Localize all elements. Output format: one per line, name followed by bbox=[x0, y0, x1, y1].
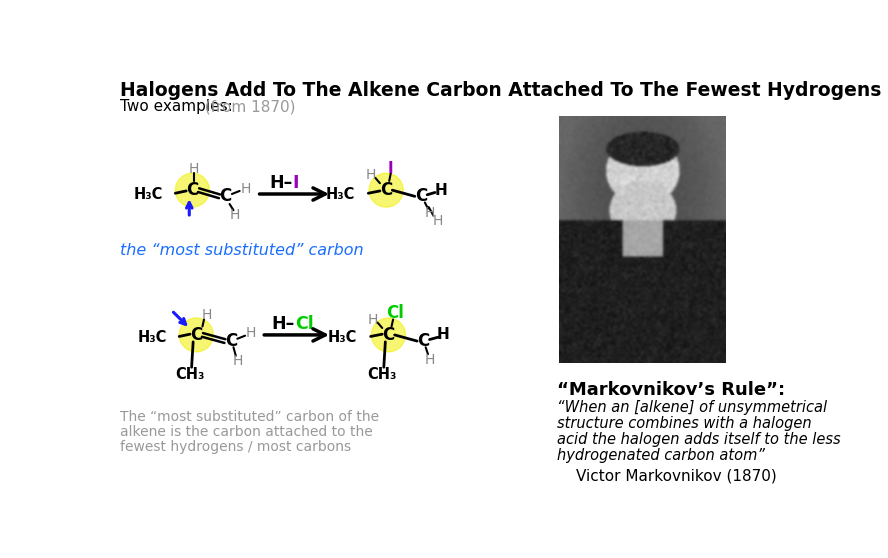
Text: hydrogenated carbon atom”: hydrogenated carbon atom” bbox=[558, 448, 765, 463]
Text: structure combines with a halogen: structure combines with a halogen bbox=[558, 416, 812, 431]
Text: H: H bbox=[202, 308, 212, 322]
Text: H: H bbox=[246, 326, 257, 340]
Text: The “most substituted” carbon of the: The “most substituted” carbon of the bbox=[120, 410, 379, 425]
Circle shape bbox=[371, 318, 406, 352]
Text: fewest hydrogens / most carbons: fewest hydrogens / most carbons bbox=[120, 440, 352, 454]
Text: alkene is the carbon attached to the: alkene is the carbon attached to the bbox=[120, 425, 373, 439]
Text: H: H bbox=[425, 206, 435, 220]
Text: “When an [alkene] of unsymmetrical: “When an [alkene] of unsymmetrical bbox=[558, 400, 828, 415]
Text: the “most substituted” carbon: the “most substituted” carbon bbox=[120, 243, 364, 258]
Text: Two examples:: Two examples: bbox=[120, 99, 233, 114]
Text: H₃C: H₃C bbox=[138, 330, 167, 345]
Text: I: I bbox=[292, 174, 299, 192]
Circle shape bbox=[369, 173, 403, 207]
Text: H: H bbox=[230, 208, 240, 222]
Text: H₃C: H₃C bbox=[328, 330, 358, 345]
Text: H: H bbox=[435, 182, 448, 198]
Text: H: H bbox=[241, 181, 251, 196]
Circle shape bbox=[175, 173, 210, 207]
Text: H: H bbox=[366, 168, 376, 182]
Text: Victor Markovnikov (1870): Victor Markovnikov (1870) bbox=[576, 469, 777, 484]
Text: C: C bbox=[225, 332, 237, 350]
Text: CH₃: CH₃ bbox=[175, 368, 205, 382]
Text: “Markovnikov’s Rule”:: “Markovnikov’s Rule”: bbox=[558, 381, 786, 399]
Text: C: C bbox=[417, 332, 430, 350]
Text: Cl: Cl bbox=[385, 304, 403, 323]
Text: C: C bbox=[186, 181, 199, 199]
Text: I: I bbox=[388, 161, 393, 176]
Text: C: C bbox=[415, 187, 427, 205]
Text: H₃C: H₃C bbox=[326, 187, 355, 203]
Text: Halogens Add To The Alkene Carbon Attached To The Fewest Hydrogens: Halogens Add To The Alkene Carbon Attach… bbox=[120, 81, 882, 100]
Text: H: H bbox=[437, 328, 450, 343]
Text: C: C bbox=[383, 326, 394, 344]
Circle shape bbox=[179, 318, 213, 352]
Text: C: C bbox=[190, 326, 202, 344]
Text: (from 1870): (from 1870) bbox=[194, 99, 295, 114]
Text: H: H bbox=[432, 214, 443, 228]
Text: C: C bbox=[219, 187, 232, 205]
Text: H: H bbox=[232, 354, 242, 368]
Text: H–: H– bbox=[272, 315, 295, 333]
Text: H: H bbox=[189, 162, 199, 176]
Text: H: H bbox=[368, 312, 378, 326]
Text: CH₃: CH₃ bbox=[368, 368, 397, 382]
Text: H: H bbox=[424, 353, 435, 367]
Text: H₃C: H₃C bbox=[133, 187, 163, 203]
Text: C: C bbox=[380, 181, 392, 199]
Text: H–: H– bbox=[269, 174, 292, 192]
Text: acid the halogen adds itself to the less: acid the halogen adds itself to the less bbox=[558, 432, 841, 447]
Text: Cl: Cl bbox=[295, 315, 313, 333]
